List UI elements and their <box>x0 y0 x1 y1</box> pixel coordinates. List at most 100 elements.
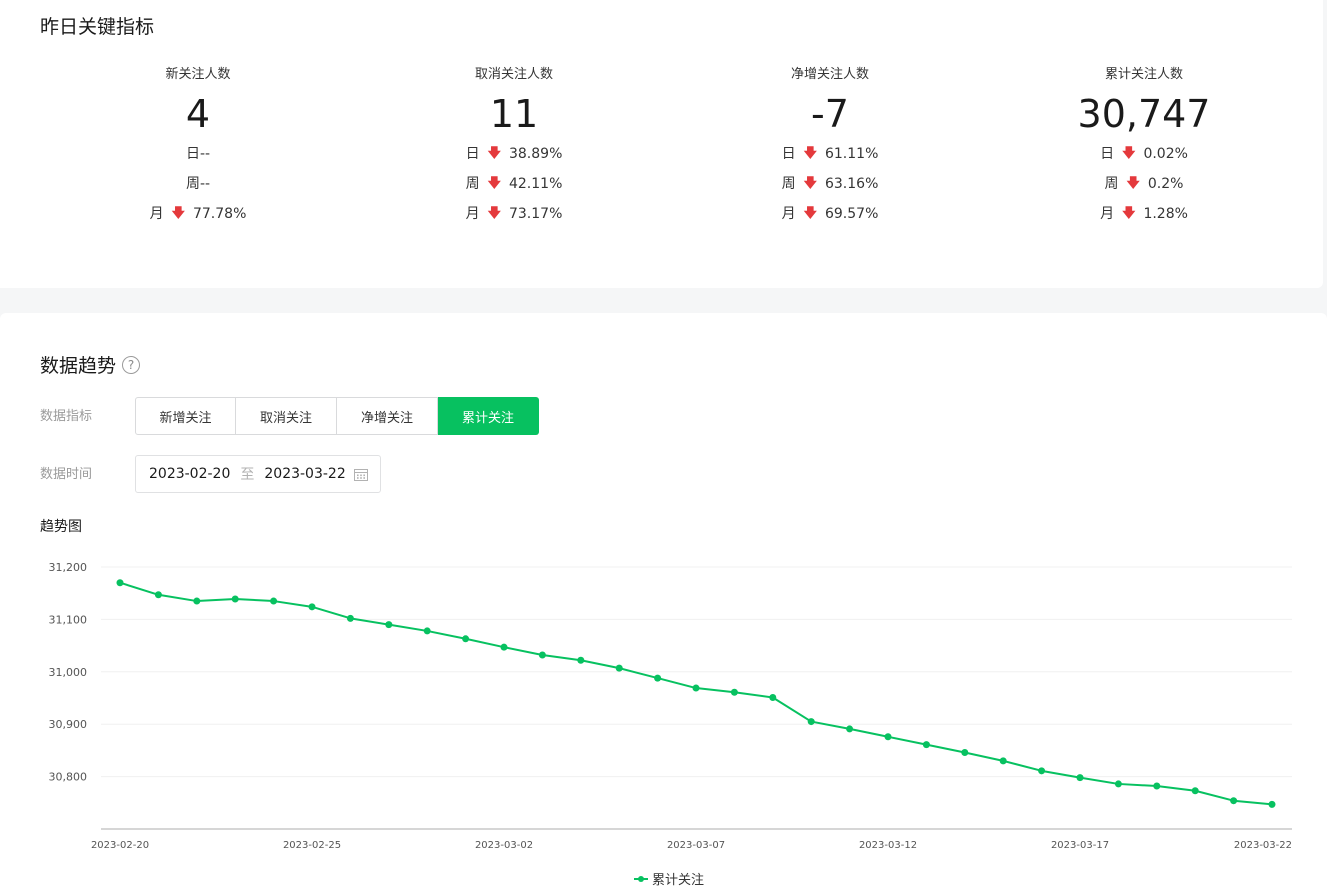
down-arrow-icon: 🡇 <box>1126 176 1140 191</box>
change-value: 42.11% <box>508 176 563 192</box>
series-line <box>119 581 1273 806</box>
kpi-change-week: 周 -- <box>48 169 348 199</box>
tab-unfollow[interactable]: 取消关注 <box>236 397 337 435</box>
trend-title-text: 数据趋势 <box>40 355 117 377</box>
y-tick-label: 31,200 <box>49 561 88 574</box>
data-point <box>154 591 162 599</box>
data-point <box>423 627 431 635</box>
data-point <box>1038 767 1046 775</box>
period-label: 周 <box>185 176 200 192</box>
period-label: 周 <box>781 176 796 192</box>
calendar-icon[interactable] <box>354 468 368 481</box>
x-tick-label: 2023-02-20 <box>91 840 149 851</box>
trend-card: 数据趋势 ? 数据指标 新增关注 取消关注 净增关注 累计关注 数据时间 202… <box>0 313 1327 894</box>
period-label: 日 <box>465 146 480 162</box>
data-point <box>999 757 1007 765</box>
down-arrow-icon: 🡇 <box>171 206 185 221</box>
x-tick-label: 2023-03-22 <box>1234 840 1292 851</box>
change-value: 0.2% <box>1147 176 1184 192</box>
kpi-card: 昨日关键指标 新关注人数 4 日 -- 周 -- 月 🡇 77.78% 取消关注人数 1… <box>0 0 1323 288</box>
down-arrow-icon: 🡇 <box>803 206 817 221</box>
kpi-change-week: 周 🡇 42.11% <box>364 169 664 199</box>
kpi-value: 4 <box>185 92 211 136</box>
data-point <box>346 614 354 622</box>
y-tick-label: 31,100 <box>49 613 88 626</box>
date-range-picker[interactable]: 2023-02-20 至 2023-03-22 <box>135 455 381 493</box>
kpi-label: 新关注人数 <box>165 67 231 82</box>
y-tick-label: 30,900 <box>49 718 88 731</box>
data-point <box>500 643 508 651</box>
change-value: 1.28% <box>1143 206 1188 222</box>
period-label: 月 <box>1100 206 1115 222</box>
metric-tabs: 新增关注 取消关注 净增关注 累计关注 <box>135 397 539 435</box>
down-arrow-icon: 🡇 <box>1122 206 1136 221</box>
data-point <box>193 597 201 605</box>
x-tick-label: 2023-03-07 <box>667 840 725 851</box>
kpi-change-month: 月 🡇 69.57% <box>680 199 980 229</box>
kpi-change-day: 日 🡇 0.02% <box>994 139 1294 169</box>
kpi-section-title: 昨日关键指标 <box>40 16 155 38</box>
data-point <box>231 595 239 603</box>
data-point <box>1153 782 1161 790</box>
data-point <box>1191 787 1199 795</box>
kpi-label: 取消关注人数 <box>474 67 553 82</box>
change-value: 61.11% <box>824 146 879 162</box>
kpi-change-day: 日 -- <box>48 139 348 169</box>
kpi-change-week: 周 🡇 0.2% <box>994 169 1294 199</box>
data-point <box>270 597 278 605</box>
data-point <box>577 656 585 664</box>
data-point <box>961 748 969 756</box>
data-point <box>385 621 393 629</box>
period-label: 日 <box>1100 146 1115 162</box>
period-label: 周 <box>1104 176 1119 192</box>
period-label: 周 <box>465 176 480 192</box>
down-arrow-icon: 🡇 <box>803 146 817 161</box>
data-point <box>462 635 470 643</box>
time-label: 数据时间 <box>40 467 93 482</box>
metric-label: 数据指标 <box>40 409 93 424</box>
data-point <box>769 693 777 701</box>
data-point <box>654 674 662 682</box>
tab-total-follow[interactable]: 累计关注 <box>438 397 539 435</box>
tab-net-follow[interactable]: 净增关注 <box>337 397 438 435</box>
down-arrow-icon: 🡇 <box>487 146 501 161</box>
y-tick-label: 30,800 <box>49 771 88 784</box>
data-point <box>807 718 815 726</box>
tab-new-follow[interactable]: 新增关注 <box>135 397 236 435</box>
kpi-change-week: 周 🡇 63.16% <box>680 169 980 199</box>
kpi-value: 11 <box>489 92 539 136</box>
down-arrow-icon: 🡇 <box>803 176 817 191</box>
kpi-value: -7 <box>811 92 849 136</box>
date-end[interactable]: 2023-03-22 <box>264 466 346 482</box>
period-label: 日 <box>185 146 200 162</box>
down-arrow-icon: 🡇 <box>1122 146 1136 161</box>
x-tick-label: 2023-03-12 <box>859 840 917 851</box>
kpi-label: 净增关注人数 <box>790 67 869 82</box>
period-label: 月 <box>781 206 796 222</box>
kpi-change-month: 月 🡇 73.17% <box>364 199 664 229</box>
kpi-change-month: 月 🡇 1.28% <box>994 199 1294 229</box>
x-tick-label: 2023-03-17 <box>1051 840 1109 851</box>
data-point <box>1076 774 1084 782</box>
date-start[interactable]: 2023-02-20 <box>149 466 231 482</box>
down-arrow-icon: 🡇 <box>487 206 501 221</box>
kpi-net-followers: 净增关注人数 -7 日 🡇 61.11% 周 🡇 63.16% 月 🡇 69.57% <box>680 66 980 229</box>
change-value: 0.02% <box>1143 146 1188 162</box>
change-value: -- <box>199 146 211 162</box>
date-separator: 至 <box>240 467 255 483</box>
kpi-change-day: 日 🡇 38.89% <box>364 139 664 169</box>
question-circle-icon[interactable]: ? <box>122 355 141 374</box>
chart-title: 趋势图 <box>40 519 82 535</box>
period-label: 月 <box>149 206 164 222</box>
data-point <box>692 684 700 692</box>
kpi-new-followers: 新关注人数 4 日 -- 周 -- 月 🡇 77.78% <box>48 66 348 229</box>
data-point <box>846 725 854 733</box>
down-arrow-icon: 🡇 <box>487 176 501 191</box>
data-point <box>1268 800 1276 808</box>
period-label: 月 <box>465 206 480 222</box>
data-point <box>1230 797 1238 805</box>
y-tick-label: 31,000 <box>49 666 88 679</box>
chart-legend[interactable]: 累计关注 <box>634 869 704 888</box>
x-tick-label: 2023-03-02 <box>475 840 533 851</box>
change-value: 63.16% <box>824 176 879 192</box>
